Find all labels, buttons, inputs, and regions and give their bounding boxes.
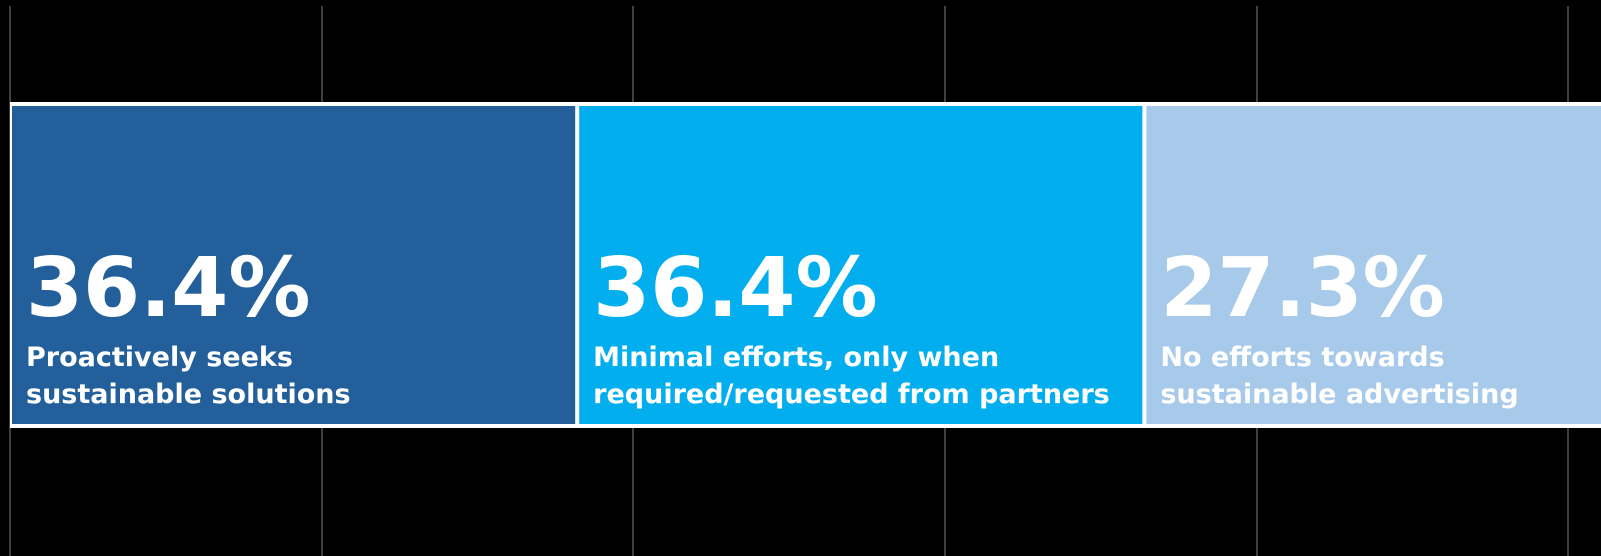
segment-labels: 36.4% Proactively seeks sustainable soluti…	[26, 241, 1519, 410]
bar-segment-1	[579, 106, 1143, 424]
bar-segments	[10, 102, 1601, 428]
bar-segment-2	[1146, 106, 1601, 424]
segment-category-label-1-1: required/requested from partners	[593, 379, 1110, 410]
segment-category-label-2-0: No efforts towards	[1160, 342, 1444, 373]
segment-category-label-0-1: sustainable solutions	[26, 379, 351, 410]
segment-category-label-2-1: sustainable advertising	[1160, 379, 1518, 410]
bar-segment-0	[12, 106, 576, 424]
segment-category-label-0-0: Proactively seeks	[26, 342, 293, 373]
segment-value-label-0: 36.4%	[26, 241, 310, 336]
segment-value-label-2: 27.3%	[1160, 241, 1444, 336]
segment-category-label-1-0: Minimal efforts, only when	[593, 342, 999, 373]
segment-value-label-1: 36.4%	[593, 241, 877, 336]
